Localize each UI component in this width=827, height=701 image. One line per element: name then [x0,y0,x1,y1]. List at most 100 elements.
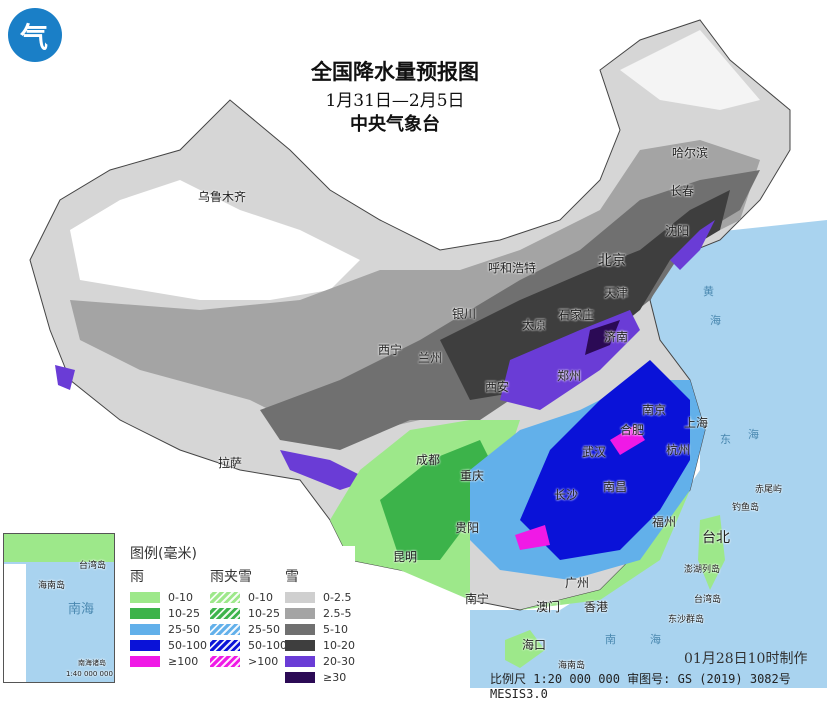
rain-ge100-1 [610,425,645,455]
legend-swatch [285,607,315,619]
city-label: 长沙 [554,488,579,502]
legend-swatch [285,623,315,635]
city-label: 沈阳 [665,224,690,238]
rain-hainan [505,630,545,668]
rain-50-100 [520,360,690,560]
map-title: 全国降水量预报图 [311,59,479,84]
legend-range: 50-100 [248,638,287,652]
legend-item: 25-50 [210,621,287,637]
inset-label: 南海诸岛 [78,659,106,667]
legend-swatch [210,591,240,603]
legend-item: 10-20 [285,637,355,653]
island-label: 赤尾屿 [755,485,783,495]
city-label: 贵阳 [455,521,480,535]
legend-item: 2.5-5 [285,605,355,621]
legend-item: 20-30 [285,653,355,669]
legend-range: 5-10 [323,622,348,636]
rain-0-10 [330,420,690,610]
legend-swatch [130,607,160,619]
legend-item: 10-25 [210,605,287,621]
logo [8,8,62,62]
city-label: 杭州 [666,443,691,457]
city-label: 银川 [452,307,477,321]
snow-ge30 [585,320,620,355]
snow-northeast-white [620,30,760,110]
legend-item: 50-100 [210,637,287,653]
city-label: 南宁 [465,592,490,606]
rain-ge100-2 [515,525,550,550]
city-label: 太原 [522,318,547,332]
city-label: 郑州 [557,369,582,383]
legend-range: 20-30 [323,654,355,668]
legend-snow-label: 雪 [285,569,299,585]
legend-swatch [130,655,160,667]
sea-label: 海 [748,428,759,441]
legend-range: 10-25 [168,606,200,620]
legend-sleet-label: 雨夹雪 [210,569,252,585]
legend-swatch [130,639,160,651]
legend-item: ≥30 [285,669,355,685]
legend-range: 0-10 [168,590,193,604]
legend-range: 0-10 [248,590,273,604]
snow-20-30-sw [280,450,370,490]
island-label: 海南岛 [558,661,586,671]
legend-item: 0-10 [130,589,207,605]
legend-range: 0-2.5 [323,590,352,604]
snow-20-30-west [55,365,75,390]
legend-rain-label: 雨 [130,569,144,585]
legend-swatch [285,639,315,651]
inset-label: 台湾岛 [79,561,107,571]
city-label: 天津 [604,286,629,300]
legend-swatch [130,623,160,635]
sea-label: 南 [605,633,616,646]
city-label: 台北 [702,530,730,546]
legend-range: >100 [248,654,279,668]
legend-item: 10-25 [130,605,207,621]
legend-swatch [285,591,315,603]
city-label: 武汉 [582,445,607,459]
island-label: 钓鱼岛 [732,503,760,513]
island-label: 台湾岛 [694,595,722,605]
legend-item: ≥100 [130,653,207,669]
legend-item: 50-100 [130,637,207,653]
legend-range: 2.5-5 [323,606,352,620]
city-label: 哈尔滨 [672,146,709,160]
legend-swatch [285,655,315,667]
city-label: 西安 [485,380,510,394]
legend: 图例(毫米) 雨 0-10 10-25 25-50 50-100 ≥100 雨夹雪 0-… [120,546,355,684]
legend-range: 10-25 [248,606,280,620]
city-label: 呼和浩特 [488,261,537,275]
sea-label: 黄 [703,285,714,298]
sea [470,220,827,688]
legend-swatch [210,607,240,619]
legend-swatch [130,591,160,603]
snow-white-area [70,180,360,300]
snow-2.5-5 [70,140,760,440]
city-label: 南京 [642,403,667,417]
legend-range: ≥100 [168,654,199,668]
city-label: 昆明 [393,550,418,564]
legend-sleet: 雨夹雪 0-10 10-25 25-50 50-100 >100 [210,566,287,669]
inset-scale: 1:40 000 000 [66,670,113,678]
city-label: 长春 [670,184,695,198]
legend-range: 10-20 [323,638,355,652]
city-label: 重庆 [460,469,485,483]
city-label: 济南 [604,330,629,344]
inset-label: 海南岛 [38,581,66,591]
island-label: 东沙群岛 [668,615,705,625]
city-label: 兰州 [418,351,443,365]
inset-label: 南海 [68,602,95,617]
city-label: 成都 [416,453,441,467]
city-label: 拉萨 [218,456,243,470]
legend-swatch [210,639,240,651]
rain-taiwan [698,515,725,590]
sea-label: 海 [710,314,721,327]
city-label: 乌鲁木齐 [198,190,247,204]
island-label: 澎湖列岛 [684,565,721,575]
logo-mark: 气 [20,21,49,54]
map-issuer: 中央气象台 [350,114,440,135]
sea-label: 海 [650,633,661,646]
production-time: 01月28日10时制作 [684,651,808,667]
legend-snow: 雪 0-2.5 2.5-5 5-10 10-20 20-30 ≥30 [285,566,355,685]
